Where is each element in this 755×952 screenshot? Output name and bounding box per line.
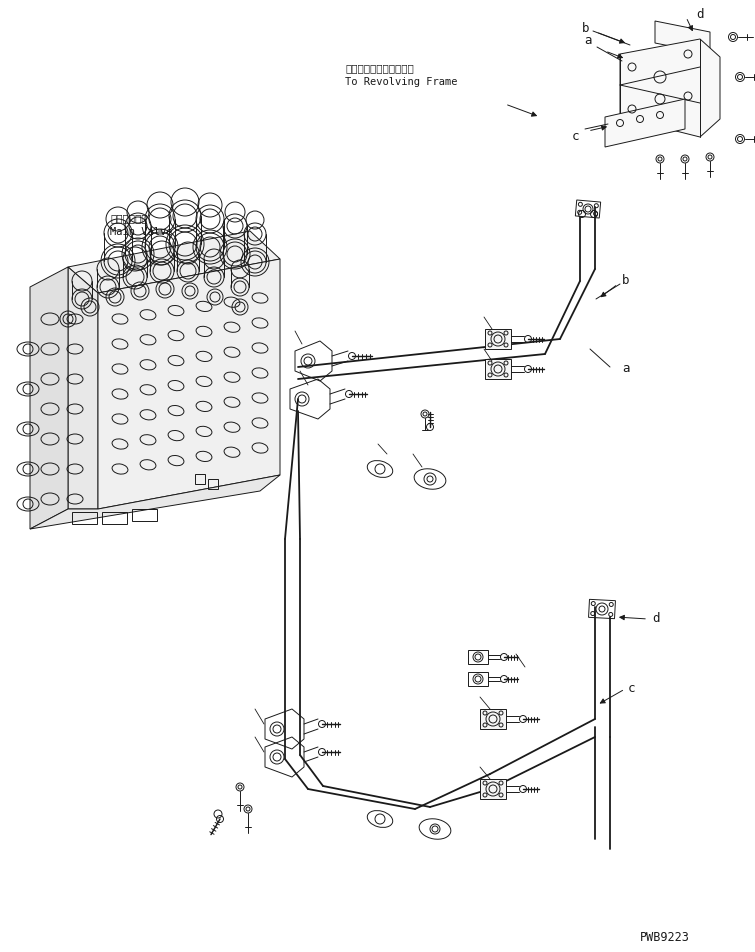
Bar — [480, 709, 506, 729]
Text: メインバルブ: メインバルブ — [110, 213, 147, 223]
Polygon shape — [30, 475, 280, 529]
Bar — [485, 329, 511, 349]
Bar — [468, 650, 488, 664]
Text: d: d — [696, 8, 704, 21]
Polygon shape — [620, 40, 720, 138]
Text: a: a — [584, 33, 591, 47]
Bar — [208, 480, 218, 489]
Text: PWB9223: PWB9223 — [640, 930, 690, 943]
Polygon shape — [98, 260, 280, 509]
Text: レボルビングフレームヘ: レボルビングフレームヘ — [345, 63, 414, 73]
Bar — [480, 779, 506, 799]
Bar — [132, 509, 157, 522]
Bar — [72, 512, 97, 525]
Polygon shape — [655, 22, 710, 55]
Text: a: a — [622, 361, 630, 374]
Text: c: c — [572, 130, 580, 144]
Text: b: b — [582, 23, 590, 35]
Polygon shape — [68, 268, 98, 509]
Text: To Revolving Frame: To Revolving Frame — [345, 77, 458, 87]
Text: c: c — [628, 681, 636, 694]
Bar — [195, 474, 205, 485]
Polygon shape — [30, 268, 68, 529]
Polygon shape — [68, 231, 280, 293]
Bar — [102, 512, 127, 525]
Text: Main Valve: Main Valve — [110, 227, 172, 237]
Polygon shape — [605, 100, 685, 148]
Bar — [485, 360, 511, 380]
Bar — [468, 672, 488, 686]
Text: b: b — [622, 273, 630, 287]
Text: d: d — [652, 611, 660, 624]
